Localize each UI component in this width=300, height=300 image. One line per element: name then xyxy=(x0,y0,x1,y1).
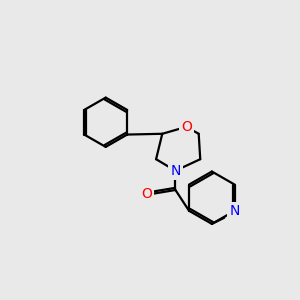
Text: N: N xyxy=(170,164,181,178)
Text: N: N xyxy=(230,204,240,218)
Text: O: O xyxy=(141,187,152,201)
Text: O: O xyxy=(181,120,192,134)
